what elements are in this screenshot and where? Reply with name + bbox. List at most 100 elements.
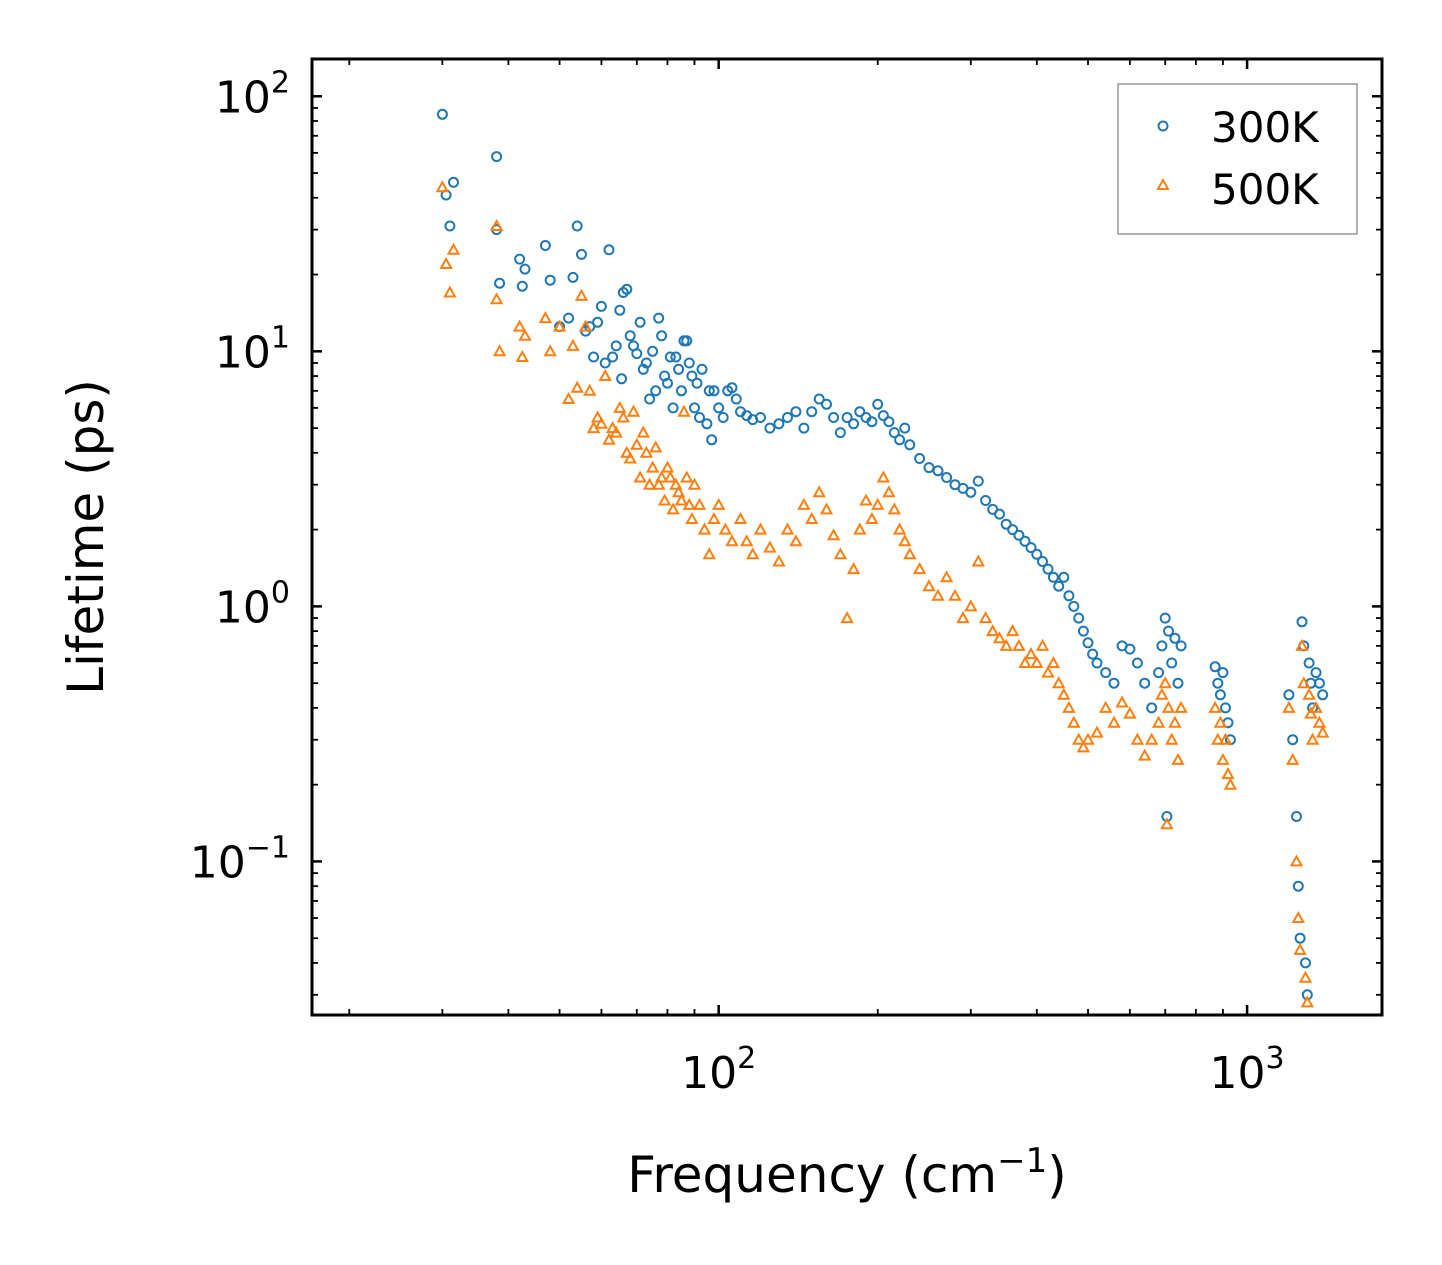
data-point	[610, 340, 622, 352]
data-point	[1063, 590, 1075, 602]
data-point	[1138, 748, 1152, 761]
data-point	[590, 410, 605, 423]
data-point	[443, 285, 457, 298]
data-point	[797, 497, 811, 510]
data-point	[740, 534, 754, 547]
data-point	[1087, 648, 1099, 660]
data-point	[1168, 715, 1182, 728]
data-point	[494, 277, 506, 289]
data-point	[673, 363, 685, 375]
data-point	[833, 547, 848, 560]
data-point	[657, 493, 672, 506]
data-point	[877, 410, 889, 422]
data-point	[631, 348, 643, 360]
data-point	[1169, 632, 1181, 644]
data-point	[1304, 706, 1318, 719]
data-point	[1018, 655, 1032, 668]
data-point	[561, 391, 576, 404]
data-point	[712, 497, 726, 510]
data-point	[904, 439, 916, 451]
data-point	[1005, 624, 1020, 637]
data-point	[647, 345, 659, 357]
data-point	[1012, 638, 1026, 651]
data-point	[489, 218, 504, 231]
data-point	[666, 502, 680, 515]
data-point	[1223, 777, 1238, 790]
data-point	[978, 611, 993, 624]
data-point	[1062, 700, 1076, 713]
data-point	[876, 470, 891, 483]
data-point	[654, 470, 669, 483]
data-point	[1300, 995, 1314, 1008]
data-point	[652, 477, 666, 490]
data-point	[755, 412, 766, 423]
legend-label-300k: 300K	[1211, 103, 1320, 152]
data-point	[1293, 942, 1307, 955]
data-point	[539, 240, 551, 251]
data-point	[726, 382, 738, 394]
data-point	[1212, 677, 1224, 689]
data-point	[1208, 700, 1222, 713]
data-point	[1172, 677, 1184, 689]
data-point	[1107, 715, 1121, 728]
data-point	[871, 497, 885, 510]
data-point	[682, 497, 696, 510]
data-point	[663, 470, 677, 483]
data-point	[888, 427, 900, 439]
data-point	[703, 385, 715, 397]
data-point	[1313, 677, 1325, 689]
data-point	[1302, 687, 1316, 700]
data-point	[733, 511, 748, 524]
data-point	[1108, 677, 1120, 689]
data-point	[1047, 571, 1059, 583]
data-point	[805, 511, 819, 524]
data-point	[633, 470, 647, 483]
tick-label-layer: 102 103 10−1 100 101 102	[190, 65, 1285, 1099]
data-point	[1067, 715, 1081, 728]
data-point	[1007, 524, 1019, 536]
data-point	[664, 351, 676, 363]
data-point	[444, 220, 456, 232]
data-point	[621, 283, 633, 295]
series-500k	[435, 180, 1330, 1008]
data-point	[616, 373, 628, 385]
data-point	[1165, 732, 1179, 745]
data-point	[489, 292, 504, 305]
series-300k	[436, 108, 1329, 1001]
data-point	[1072, 732, 1086, 745]
data-point	[798, 422, 810, 434]
data-point	[790, 406, 802, 418]
data-point	[764, 422, 776, 434]
data-point	[725, 534, 739, 547]
data-point	[848, 418, 860, 430]
data-point	[609, 425, 623, 438]
data-point	[931, 588, 945, 601]
data-point	[854, 406, 866, 418]
data-point	[1309, 700, 1323, 713]
data-point	[1053, 580, 1065, 592]
data-point	[980, 495, 992, 506]
data-point	[1209, 661, 1221, 673]
series-layer	[435, 108, 1330, 1008]
data-point	[602, 432, 616, 445]
data-point	[1115, 695, 1129, 708]
data-point	[1282, 700, 1296, 713]
data-point	[782, 412, 793, 423]
legend-marker-300k	[1157, 120, 1169, 132]
data-point	[1211, 732, 1225, 745]
plot-frame	[310, 57, 1384, 1017]
data-point	[1099, 700, 1113, 713]
data-point	[1131, 657, 1143, 669]
data-point	[1289, 854, 1304, 867]
data-point	[594, 416, 609, 429]
data-point	[519, 263, 531, 275]
data-point	[1153, 667, 1165, 679]
data-point	[675, 385, 687, 397]
data-point	[1019, 535, 1031, 547]
data-point	[630, 437, 644, 450]
data-point	[686, 370, 698, 382]
data-point	[595, 300, 607, 312]
data-point	[894, 434, 906, 446]
data-point	[1082, 637, 1094, 649]
